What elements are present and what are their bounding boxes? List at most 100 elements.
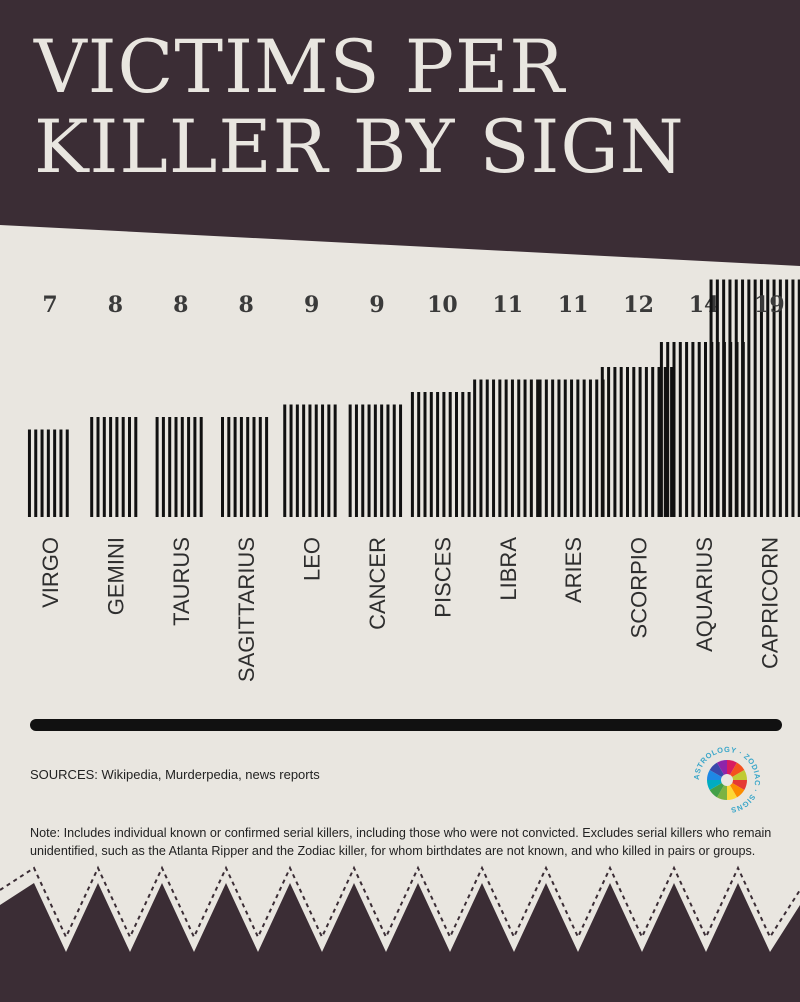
tally-mark xyxy=(399,404,403,517)
tally-mark xyxy=(670,367,674,517)
value-label: 12 xyxy=(623,292,654,318)
value-label: 8 xyxy=(239,292,254,318)
tally-mark xyxy=(697,342,701,517)
zigzag-stitch-line xyxy=(0,865,800,940)
tally-mark xyxy=(638,367,642,517)
tally-chart: 7 VIRGO 8 GEMINI 8 TAURUS 8 SAGITTARIUS 9 LEO 9 CAN… xyxy=(27,279,800,682)
tally-mark xyxy=(161,417,165,517)
page-title: VICTIMS PER KILLER BY SIGN xyxy=(34,28,685,188)
category-label: VIRGO xyxy=(38,537,63,608)
tally-mark xyxy=(448,392,452,517)
tally-mark xyxy=(709,279,713,517)
tally-mark xyxy=(544,379,548,517)
category-label: CANCER xyxy=(365,537,390,630)
zodiac-wheel-logo: ASTROLOGY · ZODIAC · SIGNS xyxy=(692,745,762,815)
tally-mark xyxy=(59,429,63,517)
tally-mark xyxy=(46,429,50,517)
category-label: LEO xyxy=(300,537,325,581)
tally-bar-sagittarius xyxy=(221,417,269,517)
tally-mark xyxy=(529,379,533,517)
tally-mark xyxy=(619,367,623,517)
tally-mark xyxy=(442,392,446,517)
tally-mark xyxy=(327,404,331,517)
tally-bar-scorpio xyxy=(600,367,674,517)
tally-mark xyxy=(302,404,306,517)
tally-mark xyxy=(174,417,178,517)
tally-mark xyxy=(651,367,655,517)
tally-mark xyxy=(666,342,670,517)
tally-mark xyxy=(461,392,465,517)
tally-bar-leo xyxy=(283,404,337,517)
tally-bar-virgo xyxy=(27,429,69,517)
tally-bar-capricorn xyxy=(709,279,800,517)
tally-mark xyxy=(354,404,358,517)
tally-mark xyxy=(265,417,269,517)
tally-bar-aquarius xyxy=(659,342,745,517)
tally-mark xyxy=(134,417,138,517)
tally-mark xyxy=(778,279,782,517)
value-label: 10 xyxy=(427,292,458,318)
tally-mark xyxy=(258,417,262,517)
tally-mark xyxy=(722,279,726,517)
tally-mark xyxy=(498,379,502,517)
chart-baseline xyxy=(30,719,782,731)
tally-mark xyxy=(386,404,390,517)
tally-mark xyxy=(741,279,745,517)
tally-mark xyxy=(492,379,496,517)
tally-mark xyxy=(504,379,508,517)
tally-bar-aries xyxy=(538,379,605,517)
tally-mark xyxy=(704,342,707,517)
tally-mark xyxy=(626,367,629,517)
category-label: PISCES xyxy=(430,537,455,618)
tally-mark xyxy=(96,417,100,517)
tally-mark xyxy=(734,279,738,517)
tally-mark xyxy=(102,417,106,517)
tally-mark xyxy=(308,404,312,517)
wheel-segment xyxy=(727,762,745,780)
value-label: 19 xyxy=(754,292,785,318)
wheel-segment xyxy=(709,780,727,798)
tally-mark xyxy=(557,379,561,517)
category-label: LIBRA xyxy=(496,537,521,601)
tally-mark xyxy=(199,417,203,517)
sources-text: SOURCES: Wikipedia, Murderpedia, news re… xyxy=(30,767,320,782)
tally-mark xyxy=(423,392,427,517)
tally-mark xyxy=(753,279,757,517)
tally-bar-libra xyxy=(473,379,540,517)
title-line-1: VICTIMS PER xyxy=(34,25,566,110)
tally-mark xyxy=(295,404,299,517)
tally-mark xyxy=(348,404,352,517)
tally-mark xyxy=(314,404,318,517)
tally-bar-pisces xyxy=(410,392,471,517)
tally-mark xyxy=(53,429,57,517)
tally-bar-cancer xyxy=(348,404,403,517)
tally-mark xyxy=(392,404,396,517)
tally-mark xyxy=(473,379,477,517)
category-label: GEMINI xyxy=(103,537,128,615)
category-label: TAURUS xyxy=(169,537,194,626)
tally-mark xyxy=(672,342,676,517)
tally-mark xyxy=(283,404,287,517)
value-label: 7 xyxy=(42,292,57,318)
tally-mark xyxy=(663,367,667,517)
tally-mark xyxy=(747,279,751,517)
value-label: 11 xyxy=(558,292,589,318)
tally-mark xyxy=(613,367,617,517)
tally-mark xyxy=(538,379,542,517)
tally-mark xyxy=(246,417,250,517)
tally-mark xyxy=(517,379,521,517)
tally-mark xyxy=(510,379,514,517)
tally-mark xyxy=(576,379,580,517)
tally-mark xyxy=(536,379,540,517)
note-text: Note: Includes individual known or confi… xyxy=(30,826,772,858)
tally-mark xyxy=(715,279,719,517)
tally-mark xyxy=(570,379,574,517)
tally-mark xyxy=(607,367,611,517)
tally-mark xyxy=(678,342,682,517)
tally-mark xyxy=(227,417,231,517)
tally-mark xyxy=(121,417,125,517)
tally-mark xyxy=(766,279,770,517)
category-label: SAGITTARIUS xyxy=(234,537,259,682)
title-line-2: KILLER BY SIGN xyxy=(34,105,685,190)
tally-mark xyxy=(187,417,191,517)
